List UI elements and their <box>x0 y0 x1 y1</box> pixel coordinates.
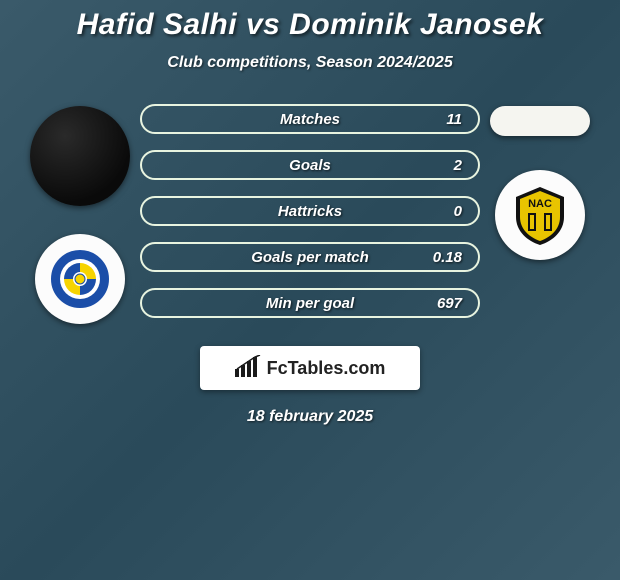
title-player1: Hafid Salhi <box>77 8 238 41</box>
comparison-card: Hafid Salhi vs Dominik Janosek Club comp… <box>0 0 620 426</box>
rkc-waalwijk-badge-icon <box>51 250 109 308</box>
stat-row-goals: Goals 2 <box>140 150 480 180</box>
stat-right-value: 697 <box>422 295 462 312</box>
right-column: NAC <box>480 102 600 260</box>
stat-label: Min per goal <box>198 295 422 312</box>
stat-label: Goals <box>198 157 422 174</box>
stat-row-hattricks: Hattricks 0 <box>140 196 480 226</box>
player1-photo <box>30 106 130 206</box>
page-title: Hafid Salhi vs Dominik Janosek <box>77 8 544 42</box>
branding-badge: FcTables.com <box>200 346 420 390</box>
player1-club-badge <box>35 234 125 324</box>
branding-text: FcTables.com <box>267 358 386 379</box>
title-player2: Dominik Janosek <box>289 8 543 41</box>
stat-label: Matches <box>198 111 422 128</box>
left-column <box>20 102 140 324</box>
player2-club-badge: NAC <box>495 170 585 260</box>
stat-right-value: 0.18 <box>422 249 462 266</box>
stat-row-goals-per-match: Goals per match 0.18 <box>140 242 480 272</box>
main-row: Matches 11 Goals 2 Hattricks 0 Goals per… <box>0 102 620 324</box>
stat-right-value: 11 <box>422 111 462 128</box>
stat-label: Goals per match <box>198 249 422 266</box>
svg-text:NAC: NAC <box>528 198 552 210</box>
title-vs: vs <box>246 8 280 41</box>
bar-chart-icon <box>235 355 261 382</box>
stat-right-value: 2 <box>422 157 462 174</box>
date-label: 18 february 2025 <box>247 408 373 426</box>
stat-row-matches: Matches 11 <box>140 104 480 134</box>
nac-breda-badge-icon: NAC <box>508 183 572 247</box>
stat-label: Hattricks <box>198 203 422 220</box>
subtitle: Club competitions, Season 2024/2025 <box>167 54 452 72</box>
stats-table: Matches 11 Goals 2 Hattricks 0 Goals per… <box>140 102 480 318</box>
stat-row-min-per-goal: Min per goal 697 <box>140 288 480 318</box>
stat-right-value: 0 <box>422 203 462 220</box>
player2-photo <box>490 106 590 136</box>
